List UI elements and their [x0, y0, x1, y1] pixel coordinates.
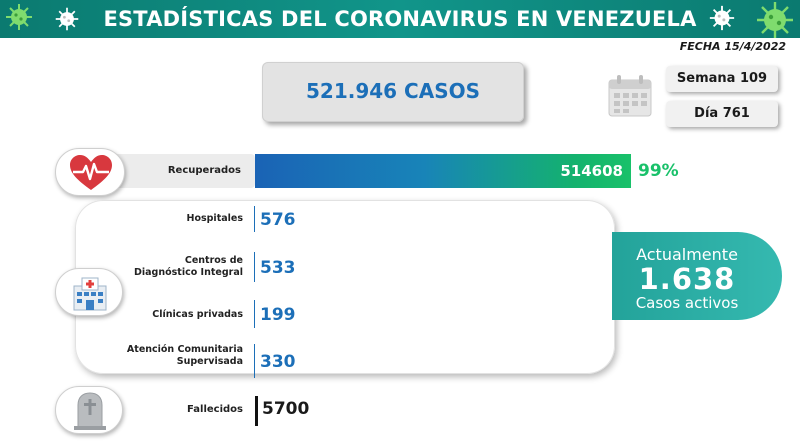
location-label-hospitals: Hospitales [186, 213, 244, 224]
locations-icon-badge [55, 268, 123, 316]
day-badge: Día 761 [666, 101, 778, 127]
page-title: ESTADÍSTICAS DEL CORONAVIRUS EN VENEZUEL… [103, 7, 697, 31]
week-badge: Semana 109 [666, 66, 778, 92]
active-cases-caption: Casos activos [635, 294, 739, 312]
location-value-community: 330 [260, 352, 296, 372]
virus-icon [54, 6, 80, 32]
recovered-percent: 99% [638, 161, 679, 181]
active-cases-value: 1.638 [638, 262, 736, 296]
location-divider [254, 252, 255, 282]
deceased-icon-badge [55, 386, 123, 434]
tombstone-icon [74, 392, 106, 430]
total-cases-box: 521.946 CASOS [262, 62, 524, 122]
heart-pulse-icon [70, 155, 112, 190]
deceased-value: 5700 [262, 399, 310, 419]
location-divider [254, 344, 255, 378]
virus-icon [752, 0, 798, 40]
location-label-community: Atención Comunitaria Supervisada [126, 344, 243, 367]
active-cases-heading: Actualmente [636, 245, 738, 264]
deceased-divider [255, 396, 258, 426]
header-banner [0, 0, 800, 38]
location-value-cdi: 533 [260, 258, 296, 278]
recovered-value: 514608 [560, 162, 623, 180]
calendar-icon [607, 74, 653, 122]
location-label-private-clinics: Clínicas privadas [152, 309, 243, 320]
active-cases-bubble [612, 232, 782, 320]
location-value-private-clinics: 199 [260, 305, 296, 325]
location-label-cdi: Centros de Diagnóstico Integral [134, 255, 243, 278]
location-divider [254, 300, 255, 328]
location-divider [254, 206, 255, 232]
location-value-hospitals: 576 [260, 210, 296, 230]
virus-icon [708, 4, 736, 32]
total-cases: 521.946 CASOS [305, 79, 481, 103]
locations-panel [75, 200, 615, 374]
report-date: FECHA 15/4/2022 [679, 40, 786, 53]
recovered-icon-badge [55, 148, 125, 196]
deceased-label: Fallecidos [187, 404, 243, 415]
hospital-icon [73, 277, 107, 311]
virus-icon [4, 2, 34, 32]
recovered-bar [255, 154, 631, 188]
